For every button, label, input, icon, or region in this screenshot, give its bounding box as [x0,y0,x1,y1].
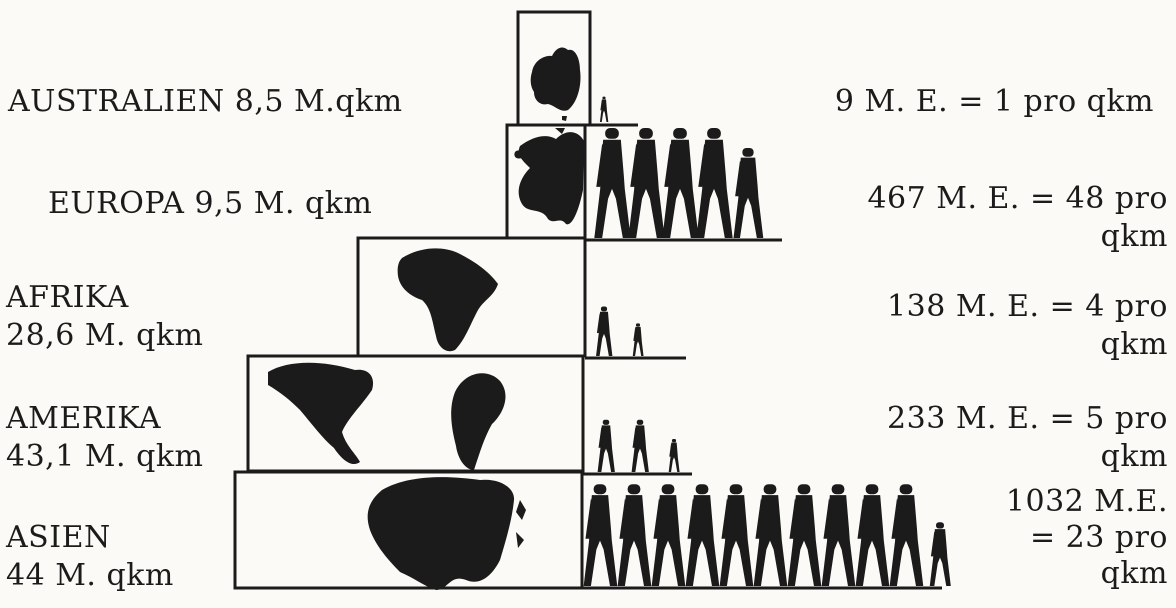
person-figure-asien [821,484,856,586]
africa-map-icon [397,248,498,352]
name-europa: EUROPA [48,186,185,221]
name-australien: AUSTRALIEN [8,84,225,119]
person-figure-asien [617,484,652,586]
person-figure-asien [929,522,951,586]
person-figure-europa [696,128,733,238]
population-text-afrika-1: 138 M. E. = 4 pro [887,289,1168,324]
person-figure-europa [594,128,631,238]
name-afrika: AFRIKA [6,280,129,315]
label-asien: ASIEN 44 M. qkm [6,519,174,595]
person-figure-europa [733,147,764,238]
person-figure-afrika [596,306,613,356]
person-figure-asien [787,484,822,586]
population-text-australien: 9 M. E. = 1 pro qkm [834,84,1154,119]
person-figure-asien [889,484,924,586]
continent-box-asien [233,470,942,590]
population-label-asien: 1032 M.E. = 23 pro qkm [1006,484,1168,592]
label-amerika: AMERIKA 43,1 M. qkm [6,400,203,476]
person-figure-afrika [632,323,644,356]
person-figure-amerika [631,419,649,472]
europe-map-icon [514,128,584,225]
label-australien: AUSTRALIEN 8,5 M.qkm [8,83,403,121]
area-asien: 44 M. qkm [6,558,174,593]
population-text-asien-3: qkm [1100,556,1168,591]
population-label-amerika: 233 M. E. = 5 pro qkm [887,400,1168,476]
population-text-amerika-2: qkm [1100,439,1168,474]
name-asien: ASIEN [6,520,111,555]
population-text-afrika-2: qkm [1100,327,1168,362]
person-figure-europa [628,128,665,238]
area-afrika: 28,6 M. qkm [6,318,204,353]
area-europa: 9,5 M. qkm [194,186,373,221]
population-text-europa-2: qkm [1100,219,1168,254]
population-text-amerika-1: 233 M. E. = 5 pro [887,401,1168,436]
population-label-europa: 467 M. E. = 48 pro qkm [867,180,1168,256]
name-amerika: AMERIKA [6,401,162,436]
americas-map-icon [268,362,506,470]
person-figure-europa [662,128,699,238]
area-australien: 8,5 M.qkm [234,84,403,119]
population-label-afrika: 138 M. E. = 4 pro qkm [887,288,1168,364]
person-figure-asien [685,484,720,586]
person-figure-asien [583,484,618,586]
label-afrika: AFRIKA 28,6 M. qkm [6,279,203,355]
asia-map-icon [367,477,526,590]
population-label-australien: 9 M. E. = 1 pro qkm [835,83,1154,121]
population-text-asien-1: 1032 M.E. [1005,484,1168,519]
person-figure-asien [855,484,890,586]
australia-map-icon [530,47,581,121]
population-text-europa-1: 467 M. E. = 48 pro [867,181,1168,216]
label-europa: EUROPA 9,5 M. qkm [48,185,372,223]
person-figure-asien [719,484,754,586]
person-figure-amerika [597,419,615,472]
person-figure-asien [753,484,788,586]
person-figure-asien [651,484,686,586]
area-amerika: 43,1 M. qkm [6,439,204,474]
person-figure-australien [599,96,609,122]
person-figure-amerika [668,439,680,472]
population-text-asien-2: = 23 pro [1030,520,1168,555]
